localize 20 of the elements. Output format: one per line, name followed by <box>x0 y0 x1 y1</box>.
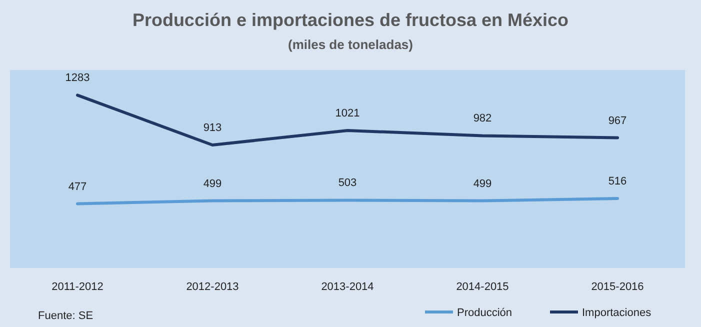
data-label: 1021 <box>335 107 360 120</box>
data-label: 913 <box>203 122 222 134</box>
data-label: 516 <box>608 176 627 188</box>
data-label: 499 <box>203 178 222 190</box>
data-label: 982 <box>473 112 492 125</box>
source-note: Fuente: SE <box>38 310 94 322</box>
legend-label: Importaciones <box>582 307 652 319</box>
data-label: 1283 <box>65 72 90 84</box>
x-tick-label: 2012-2013 <box>186 281 239 293</box>
data-label: 499 <box>473 178 492 190</box>
chart-title: Producción e importaciones de fructosa en México <box>132 10 569 30</box>
data-label: 967 <box>608 114 627 127</box>
x-tick-label: 2013-2014 <box>321 281 374 293</box>
legend-label: Producción <box>457 307 512 319</box>
x-tick-label: 2014-2015 <box>456 281 509 293</box>
data-label: 477 <box>68 180 87 193</box>
x-tick-label: 2015-2016 <box>591 281 644 293</box>
data-label: 503 <box>338 177 357 190</box>
x-tick-label: 2011-2012 <box>52 281 104 293</box>
chart-subtitle: (miles de toneladas) <box>288 37 413 52</box>
